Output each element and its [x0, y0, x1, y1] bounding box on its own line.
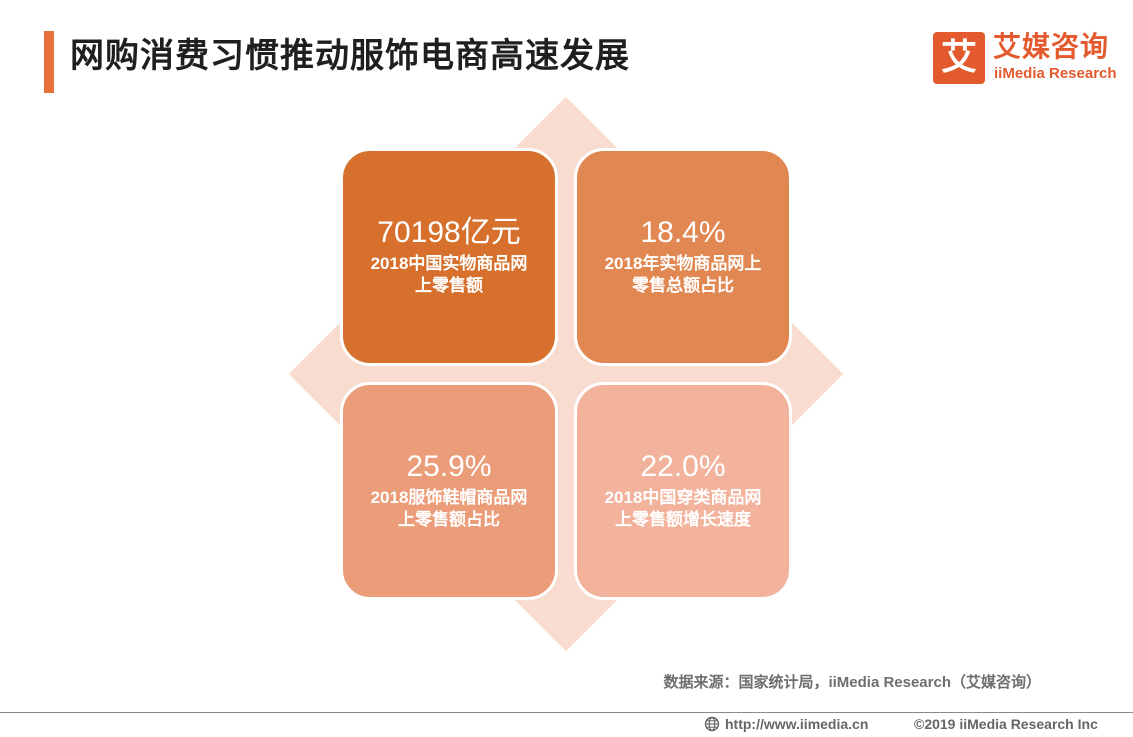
- stat-tile-online-retail-sales: 70198亿元 2018中国实物商品网 上零售额: [340, 148, 558, 366]
- brand-mark-glyph: 艾: [940, 37, 977, 78]
- stat-caption: 2018中国实物商品网 上零售额: [343, 253, 555, 297]
- stat-caption-line: 上零售额: [415, 276, 483, 295]
- stat-caption-line: 上零售额增长速度: [615, 510, 751, 529]
- stat-caption-line: 2018服饰鞋帽商品网: [370, 488, 528, 507]
- stat-caption-line: 2018中国实物商品网: [370, 254, 528, 273]
- stat-tile-apparel-growth: 22.0% 2018中国穿类商品网 上零售额增长速度: [574, 382, 792, 600]
- globe-icon: [704, 716, 720, 731]
- footer-url-text[interactable]: http://www.iimedia.cn: [725, 716, 869, 732]
- stat-caption-line: 2018中国穿类商品网: [604, 488, 762, 507]
- stat-tile-apparel-share: 25.9% 2018服饰鞋帽商品网 上零售额占比: [340, 382, 558, 600]
- data-source-note: 数据来源：国家统计局，iiMedia Research（艾媒咨询）: [663, 674, 1041, 691]
- page-title: 网购消费习惯推动服饰电商高速发展: [70, 37, 630, 75]
- stat-caption: 2018服饰鞋帽商品网 上零售额占比: [343, 487, 555, 531]
- stat-caption: 2018中国穿类商品网 上零售额增长速度: [577, 487, 789, 531]
- brand-name: 艾媒咨询: [993, 31, 1110, 62]
- stat-tile-online-share: 18.4% 2018年实物商品网上 零售总额占比: [574, 148, 792, 366]
- footer-copyright: ©2019 iiMedia Research Inc: [914, 716, 1098, 732]
- stat-caption: 2018年实物商品网上 零售总额占比: [577, 253, 789, 297]
- brand-logo: 艾 艾媒咨询 iiMedia Research: [933, 30, 1118, 86]
- stat-value: 22.0%: [640, 450, 726, 483]
- title-accent-bar: [44, 31, 54, 93]
- footer-divider: [0, 712, 1133, 713]
- stat-caption-line: 上零售额占比: [398, 510, 500, 529]
- brand-mark-icon: 艾: [933, 32, 985, 84]
- stat-caption-line: 零售总额占比: [632, 276, 734, 295]
- footer-website[interactable]: http://www.iimedia.cn: [704, 714, 868, 734]
- stat-value: 70198亿元: [377, 216, 521, 249]
- stat-value: 25.9%: [406, 450, 492, 483]
- stat-caption-line: 2018年实物商品网上: [604, 254, 762, 273]
- stat-value: 18.4%: [640, 216, 726, 249]
- brand-subtitle: iiMedia Research: [994, 65, 1117, 82]
